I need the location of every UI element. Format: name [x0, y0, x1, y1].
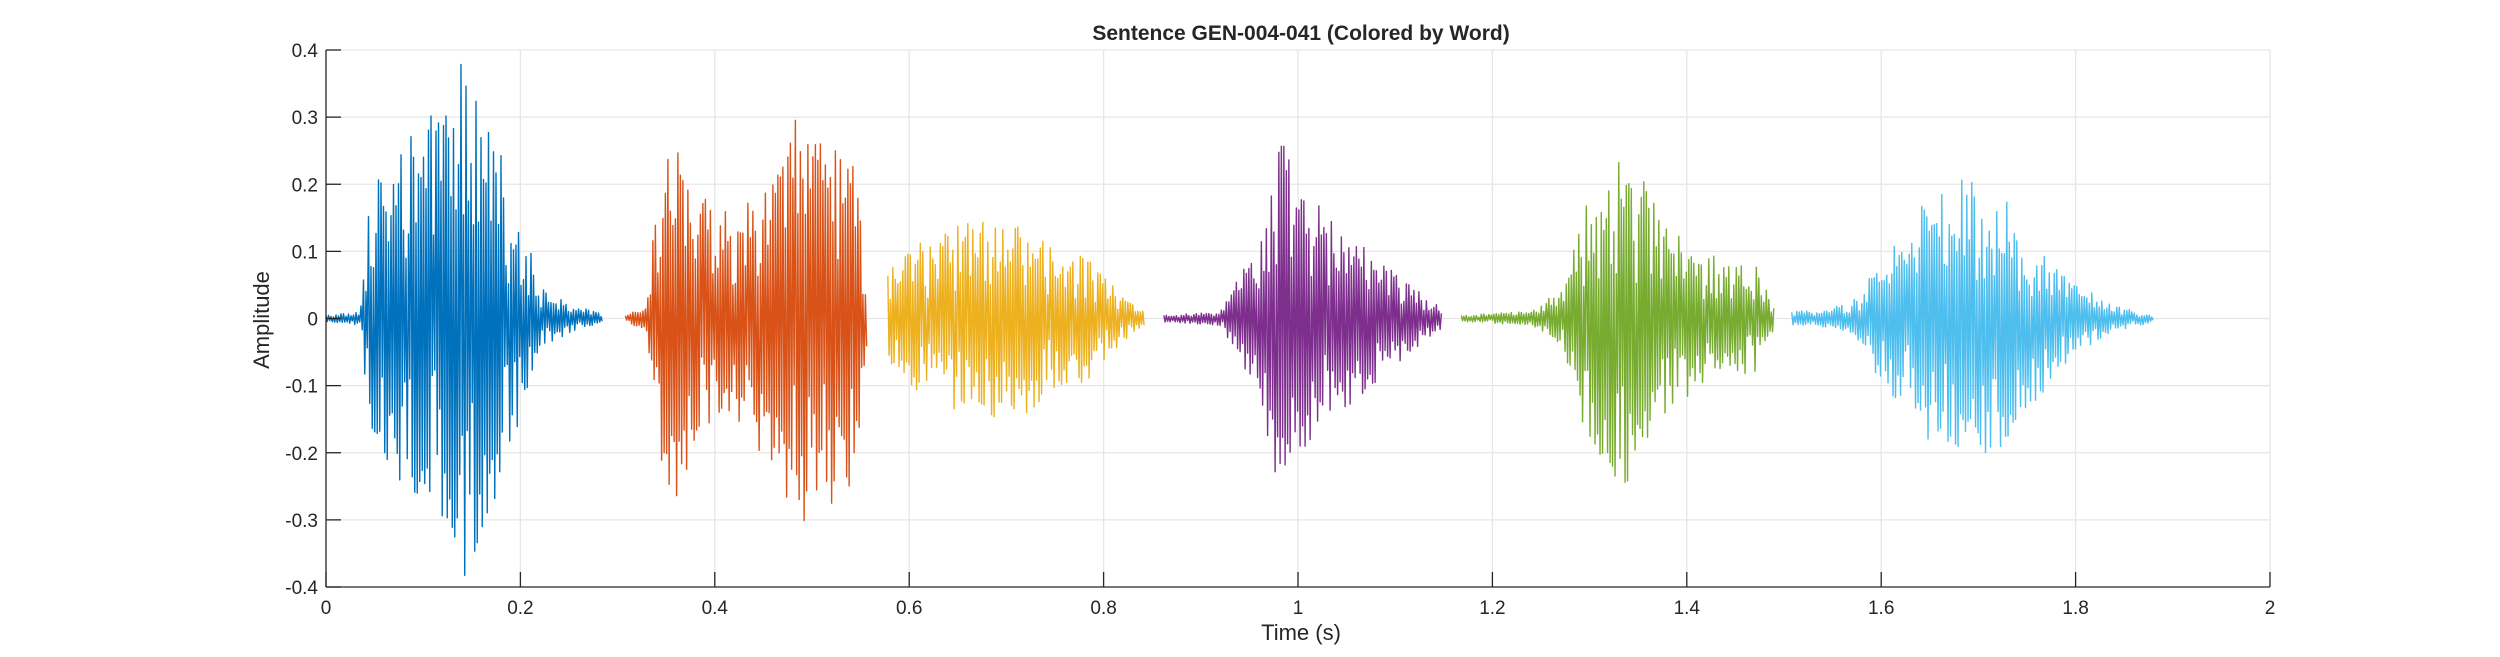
x-axis-label: Time (s) — [1261, 620, 1341, 645]
waveform-segment — [325, 63, 603, 577]
y-tick-label: 0.3 — [292, 108, 318, 129]
x-tick-label: 2 — [2265, 598, 2276, 619]
x-tick-label: 0.2 — [507, 598, 533, 619]
y-tick-label: -0.2 — [285, 444, 318, 465]
x-tick-label: 1.8 — [2062, 598, 2088, 619]
chart-title: Sentence GEN-004-041 (Colored by Word) — [1092, 22, 1509, 45]
x-tick-label: 0.6 — [896, 598, 922, 619]
y-tick-label: 0 — [307, 310, 318, 331]
y-axis-label: Amplitude — [249, 271, 274, 369]
waveform-series — [325, 63, 2154, 577]
y-ticks: -0.4 -0.3 -0.2 -0.1 0 0.1 0.2 0.3 0.4 — [285, 41, 341, 599]
waveform-segment — [887, 221, 1145, 418]
x-tick-label: 0 — [321, 598, 332, 619]
y-tick-label: 0.4 — [292, 41, 319, 62]
y-tick-label: -0.3 — [285, 511, 318, 532]
x-tick-label: 0.8 — [1090, 598, 1116, 619]
waveform-segment — [1163, 145, 1443, 473]
x-tick-label: 1.4 — [1674, 598, 1701, 619]
x-tick-label: 1.2 — [1479, 598, 1505, 619]
waveform-segment — [1460, 162, 1775, 483]
x-ticks: 0 0.2 0.4 0.6 0.8 1 1.2 1.4 1.6 1.8 2 — [321, 572, 2276, 619]
y-tick-label: 0.2 — [292, 175, 318, 196]
y-tick-label: -0.1 — [285, 377, 318, 398]
x-tick-label: 1 — [1293, 598, 1304, 619]
x-tick-label: 0.4 — [702, 598, 729, 619]
y-tick-label: 0.1 — [292, 242, 318, 263]
x-tick-label: 1.6 — [1868, 598, 1894, 619]
waveform-segment — [624, 119, 868, 522]
y-tick-label: -0.4 — [285, 578, 318, 599]
waveform-segment — [1791, 179, 2154, 454]
